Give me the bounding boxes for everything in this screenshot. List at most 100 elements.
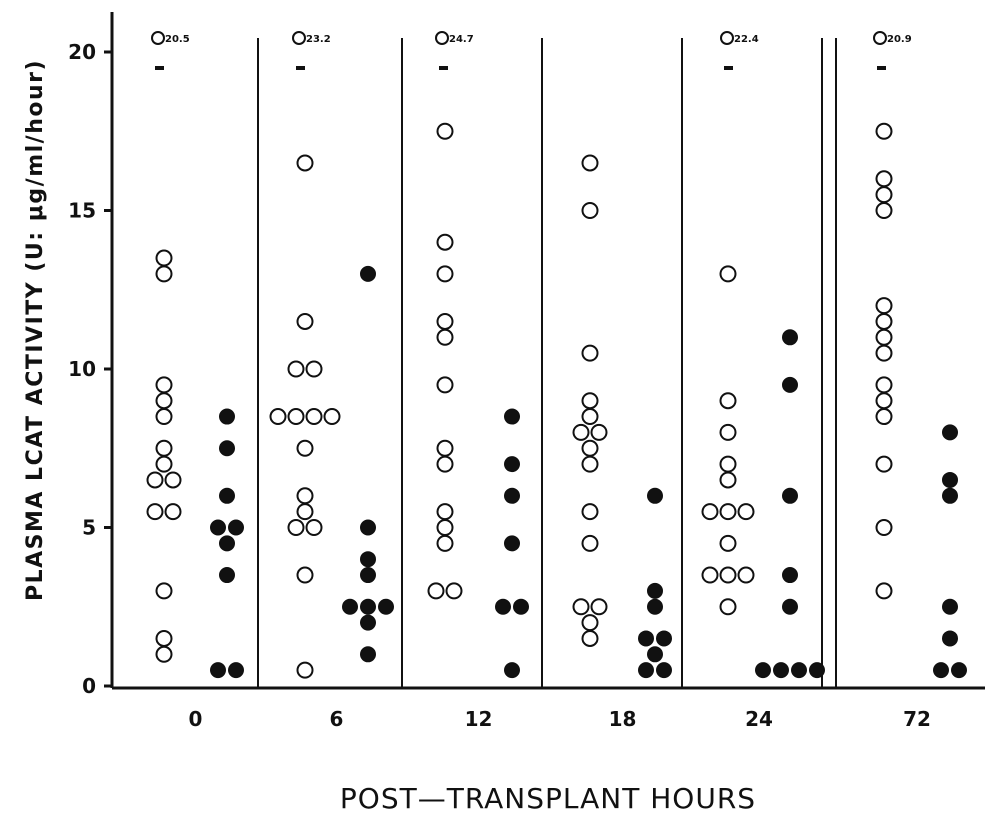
open-circle-point [719, 455, 737, 473]
filled-circle-point [360, 519, 376, 536]
outlier-value-label: 20.9 [887, 34, 912, 45]
open-circle-point [581, 202, 599, 219]
open-circle-point [581, 154, 599, 172]
outlier-open-circle [292, 31, 306, 45]
filled-circle-point [656, 630, 672, 647]
filled-circle-point [228, 519, 244, 536]
open-circle-point [701, 503, 719, 521]
filled-circle-point [942, 630, 958, 647]
open-circle-point [155, 249, 173, 267]
open-circle-point [436, 265, 454, 283]
open-circle-point [305, 408, 323, 426]
open-circle-point [155, 376, 173, 394]
filled-circle-point [791, 662, 807, 679]
filled-circle-point [360, 646, 376, 663]
x-category-label: 72 [903, 707, 931, 731]
open-circle-point [155, 265, 173, 283]
filled-circle-point [219, 440, 235, 457]
open-circle-point [719, 471, 737, 489]
filled-circle-point [782, 487, 798, 504]
open-circle-point [296, 503, 314, 521]
open-circle-point [155, 439, 173, 457]
axis-break-dash [155, 66, 164, 70]
open-circle-point [427, 582, 445, 600]
open-circle-point [436, 233, 454, 251]
open-circle-point [305, 360, 323, 378]
open-circle-point [875, 122, 893, 140]
open-circle-point [155, 408, 173, 426]
open-circle-point [875, 202, 893, 219]
filled-circle-point [933, 662, 949, 679]
open-circle-point [287, 408, 305, 426]
filled-circle-point [360, 551, 376, 568]
open-circle-point [590, 423, 608, 441]
open-circle-point [164, 503, 182, 521]
open-circle-point [296, 312, 314, 330]
open-circle-point [737, 503, 755, 521]
open-circle-point [436, 534, 454, 552]
open-circle-point [155, 629, 173, 647]
filled-circle-point [513, 598, 529, 615]
open-circle-point [269, 408, 287, 426]
filled-circle-point [219, 567, 235, 584]
filled-circle-point [504, 408, 520, 425]
filled-circle-point [942, 424, 958, 441]
open-circle-point [875, 376, 893, 394]
outlier-value-label: 24.7 [449, 34, 474, 45]
open-circle-point [875, 392, 893, 410]
x-category-label: 12 [465, 707, 493, 731]
y-tick-label: 0 [82, 674, 96, 698]
filled-circle-point [360, 614, 376, 631]
filled-circle-point [638, 662, 654, 679]
open-circle-point [155, 645, 173, 663]
open-circle-point [155, 455, 173, 473]
outlier-open-circle [435, 31, 449, 45]
x-axis-label: POST—TRANSPLANT HOURS [340, 782, 756, 815]
open-circle-point [875, 297, 893, 315]
filled-circle-point [638, 630, 654, 647]
open-circle-point [323, 408, 341, 426]
open-circle-point [436, 122, 454, 140]
filled-circle-point [210, 519, 226, 536]
axes: 0 5 10 15 20 0 6 12 18 24 72 [68, 12, 985, 731]
open-circle-point [719, 503, 737, 521]
outlier-value-label: 22.4 [734, 34, 759, 45]
open-circle-point [445, 582, 463, 600]
open-circle-point [875, 170, 893, 188]
filled-circle-point [782, 598, 798, 615]
filled-circle-point [210, 662, 226, 679]
open-circle-point [581, 629, 599, 647]
open-circle-point [296, 487, 314, 505]
open-circle-point [719, 423, 737, 441]
filled-circle-point [228, 662, 244, 679]
open-circle-point [296, 661, 314, 679]
outlier-open-circle [873, 31, 887, 45]
filled-circle-point [782, 567, 798, 584]
y-tick-label: 10 [68, 357, 96, 381]
axis-break-dash [439, 66, 448, 70]
filled-circle-point [495, 598, 511, 615]
axis-break-dash [877, 66, 886, 70]
y-axis-label: PLASMA LCAT ACTIVITY (U: μg/ml/hour) [23, 59, 48, 601]
axis-break-dash [296, 66, 305, 70]
open-circle-point [436, 376, 454, 394]
outlier-open-circle [151, 31, 165, 45]
outlier-value-label: 23.2 [306, 34, 331, 45]
filled-circle-point [342, 598, 358, 615]
filled-circle-point [647, 598, 663, 615]
open-circle-point [146, 471, 164, 489]
x-category-label: 0 [189, 707, 203, 731]
filled-circle-point [219, 487, 235, 504]
filled-circle-point [504, 456, 520, 473]
open-circle-point [164, 471, 182, 489]
filled-circle-point [219, 535, 235, 552]
open-circle-point [287, 360, 305, 378]
open-circle-point [581, 503, 599, 521]
open-circle-point [572, 423, 590, 441]
filled-circle-point [773, 662, 789, 679]
open-circle-point [875, 186, 893, 204]
open-circle-point [581, 344, 599, 362]
y-tick-label: 5 [82, 516, 96, 540]
filled-circle-point [360, 567, 376, 584]
